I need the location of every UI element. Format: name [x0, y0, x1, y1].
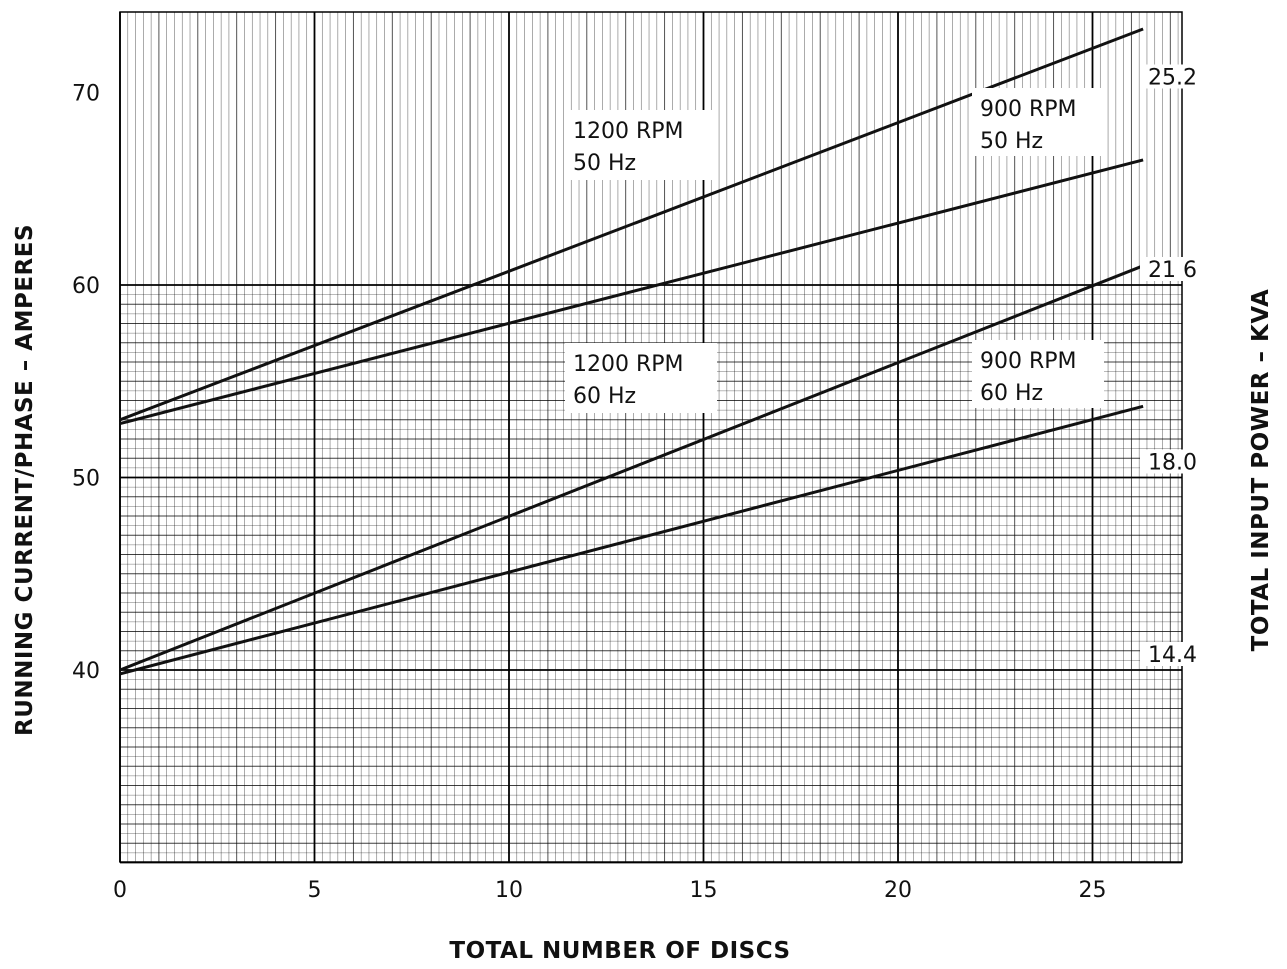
x-tick-label: 0: [113, 878, 127, 903]
y-axis-ticks: 40 50 60 70: [72, 82, 100, 685]
series-label-1: 1200 RPM 50 Hz: [565, 110, 717, 180]
x-axis-ticks: 0 5 10 15 20 25: [113, 878, 1107, 903]
y-tick-label: 70: [72, 82, 100, 107]
x-tick-label: 10: [495, 878, 523, 903]
series-label-line: 900 RPM: [980, 349, 1077, 374]
series-label-line: 50 Hz: [980, 129, 1043, 154]
series-label-4: 900 RPM 60 Hz: [972, 340, 1104, 408]
y-axis-title: RUNNING CURRENT/PHASE – AMPERES: [12, 224, 38, 736]
right-axis-ticks: 25.2 21 6 18.0 14.4: [1140, 64, 1197, 668]
right-tick-label: 18.0: [1148, 451, 1197, 476]
series-lines: [119, 27, 1144, 676]
right-tick-background: [1140, 449, 1184, 474]
series-label-2: 900 RPM 50 Hz: [972, 88, 1104, 156]
right-tick-background: [1140, 642, 1184, 666]
series-line-3: [119, 264, 1144, 672]
series-line-2: [119, 158, 1144, 426]
x-axis-title: TOTAL NUMBER OF DISCS: [449, 938, 790, 964]
right-tick-label: 25.2: [1148, 66, 1197, 91]
series-label-background: [565, 343, 717, 413]
y-tick-label: 50: [72, 467, 100, 492]
series-label-line: 1200 RPM: [573, 352, 684, 377]
series-label-line: 60 Hz: [573, 384, 636, 409]
right-tick-background: [1140, 64, 1184, 89]
right-axis-title: TOTAL INPUT POWER – KVA: [1248, 289, 1274, 652]
series-line-4: [119, 404, 1144, 676]
series-label-line: 900 RPM: [980, 97, 1077, 122]
right-tick-label: 14.4: [1148, 643, 1197, 668]
right-tick-background: [1140, 257, 1184, 281]
series-label-3: 1200 RPM 60 Hz: [565, 343, 717, 413]
x-tick-label: 25: [1079, 878, 1107, 903]
right-tick-label: 21 6: [1148, 258, 1197, 283]
x-tick-label: 5: [308, 878, 322, 903]
y-tick-label: 60: [72, 274, 100, 299]
series-label-line: 50 Hz: [573, 151, 636, 176]
y-tick-label: 40: [72, 659, 100, 684]
plot-grid: [119, 11, 1183, 864]
x-tick-label: 15: [690, 878, 718, 903]
series-label-line: 1200 RPM: [573, 119, 684, 144]
series-label-background: [972, 340, 1104, 408]
series-label-background: [565, 110, 717, 180]
x-tick-label: 20: [884, 878, 912, 903]
series-label-background: [972, 88, 1104, 156]
series-label-line: 60 Hz: [980, 381, 1043, 406]
